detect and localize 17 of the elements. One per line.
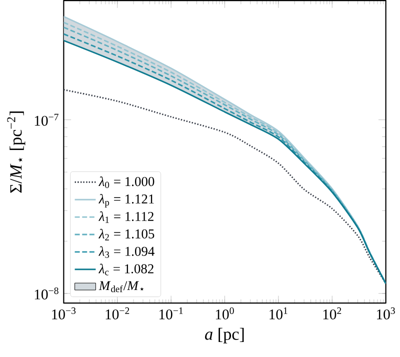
x-tick-label: 10$^{1}$: [270, 307, 288, 320]
x-tick-label: 10$^{3}$: [377, 307, 395, 320]
legend-label: λ$_{2}$ = 1.105: [98, 228, 154, 240]
x-tick-label: 10$^{2}$: [323, 307, 342, 320]
legend-label: λ$_{1}$ = 1.112: [98, 211, 154, 223]
x-tick-label: 10$^{−3}$: [52, 307, 76, 320]
x-tick-label: 10$^{−1}$: [159, 307, 183, 320]
x-axis-title: a [pc]: [205, 328, 244, 344]
legend-label: λ$_{c}$ = 1.082: [98, 264, 154, 276]
legend-label: M$_{def}$/M$_{⋆}$: [98, 281, 144, 292]
legend-label: λ$_{3}$ = 1.094: [98, 246, 154, 258]
y-tick-label: 10$^{−8}$: [34, 287, 58, 300]
x-tick-label: 10$^{−2}$: [106, 307, 130, 320]
legend-label: λ$_{0}$ = 1.000: [98, 176, 154, 188]
y-tick-label: 10$^{−7}$: [34, 114, 58, 126]
legend-label: λ$_{p}$ = 1.121: [98, 194, 154, 208]
x-tick-label: 10$^{0}$: [216, 307, 234, 320]
